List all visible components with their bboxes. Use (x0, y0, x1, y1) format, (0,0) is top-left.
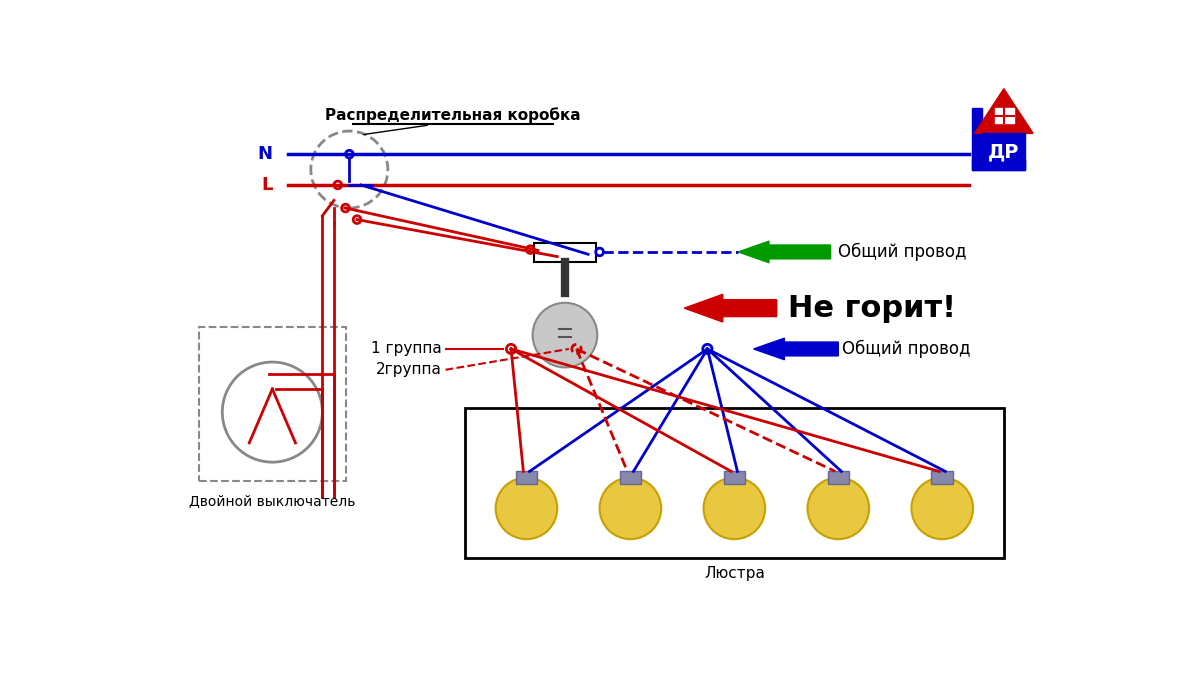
Text: ДР: ДР (988, 142, 1020, 161)
Bar (516, 471, 538, 484)
Circle shape (533, 303, 598, 367)
Text: 2группа: 2группа (376, 362, 442, 377)
Bar (828, 471, 850, 484)
FancyArrow shape (738, 241, 830, 263)
Text: Распределительная коробка: Распределительная коробка (325, 107, 581, 124)
Text: 1 группа: 1 группа (371, 342, 442, 356)
Text: N: N (257, 145, 272, 163)
Text: Люстра: Люстра (704, 566, 764, 581)
Bar (534, 243, 595, 262)
Text: Не горит!: Не горит! (788, 294, 956, 323)
Circle shape (600, 477, 661, 539)
Circle shape (912, 477, 973, 539)
Bar (619, 471, 641, 484)
Circle shape (496, 477, 557, 539)
Text: Общий провод: Общий провод (842, 340, 971, 358)
FancyArrow shape (684, 294, 776, 322)
Bar (995, 108, 1014, 124)
Bar (931, 471, 953, 484)
Polygon shape (974, 88, 1033, 134)
Text: Двойной выключатель: Двойной выключатель (190, 493, 355, 508)
Bar (972, 159, 1026, 169)
Circle shape (703, 477, 766, 539)
Text: Общий провод: Общий провод (839, 243, 967, 261)
Bar (972, 108, 983, 169)
FancyArrow shape (754, 338, 839, 360)
Bar (464, 408, 1004, 558)
Text: L: L (260, 176, 272, 194)
Circle shape (808, 477, 869, 539)
Bar (983, 132, 1026, 169)
Bar (724, 471, 745, 484)
Bar (199, 327, 346, 481)
